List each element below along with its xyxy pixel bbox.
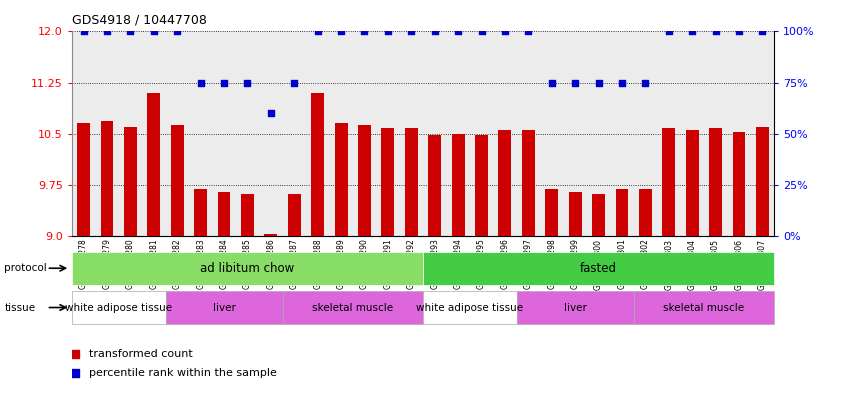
Text: fasted: fasted	[580, 262, 617, 275]
Bar	[195, 189, 207, 236]
Bar	[452, 134, 464, 236]
Point	[288, 79, 301, 86]
Bar	[288, 194, 300, 236]
Text: transformed count: transformed count	[90, 349, 193, 360]
Point	[475, 28, 488, 35]
Bar	[77, 123, 90, 236]
Point	[217, 79, 231, 86]
Bar	[639, 189, 651, 236]
Bar	[475, 135, 488, 236]
Bar	[522, 130, 535, 236]
Bar	[592, 194, 605, 236]
Text: white adipose tissue: white adipose tissue	[65, 303, 173, 312]
Text: liver: liver	[563, 303, 586, 312]
Bar	[241, 194, 254, 236]
Text: protocol: protocol	[4, 263, 47, 273]
Point	[662, 28, 675, 35]
Text: percentile rank within the sample: percentile rank within the sample	[90, 368, 277, 378]
Point	[591, 79, 605, 86]
Bar	[756, 127, 769, 236]
Point	[194, 79, 207, 86]
Point	[170, 28, 184, 35]
Bar	[217, 191, 230, 236]
Point	[240, 79, 254, 86]
Text: skeletal muscle: skeletal muscle	[663, 303, 744, 312]
Bar	[616, 189, 629, 236]
Bar	[283, 291, 423, 324]
Bar	[124, 127, 137, 236]
Text: white adipose tissue: white adipose tissue	[416, 303, 524, 312]
Bar	[311, 93, 324, 236]
Bar	[662, 128, 675, 236]
Text: tissue: tissue	[4, 303, 36, 312]
Point	[311, 28, 325, 35]
Bar	[335, 123, 348, 236]
Bar	[423, 252, 774, 285]
Point	[639, 79, 652, 86]
Point	[498, 28, 512, 35]
Point	[545, 79, 558, 86]
Bar	[147, 93, 160, 236]
Bar	[686, 130, 699, 236]
Bar	[634, 291, 774, 324]
Bar	[171, 125, 184, 236]
Point	[428, 28, 442, 35]
Point	[569, 79, 582, 86]
Point	[709, 28, 722, 35]
Point	[733, 28, 746, 35]
Point	[521, 28, 536, 35]
Point	[685, 28, 699, 35]
Text: GDS4918 / 10447708: GDS4918 / 10447708	[72, 14, 206, 27]
Bar	[428, 135, 441, 236]
Point	[358, 28, 371, 35]
Text: liver: liver	[212, 303, 235, 312]
Point	[264, 110, 277, 116]
Bar	[405, 128, 418, 236]
Point	[755, 28, 769, 35]
Bar	[517, 291, 634, 324]
Bar	[358, 125, 371, 236]
Bar	[709, 128, 722, 236]
Point	[381, 28, 394, 35]
Text: ad libitum chow: ad libitum chow	[201, 262, 294, 275]
Point	[452, 28, 465, 35]
Point	[124, 28, 137, 35]
Point	[100, 28, 113, 35]
Bar	[166, 291, 283, 324]
Bar	[101, 121, 113, 236]
Bar	[423, 291, 517, 324]
Bar	[265, 235, 277, 236]
Point	[77, 28, 91, 35]
Point	[147, 28, 161, 35]
Bar	[72, 252, 423, 285]
Point	[334, 28, 348, 35]
Bar	[546, 189, 558, 236]
Bar	[569, 191, 581, 236]
Point	[404, 28, 418, 35]
Bar	[733, 132, 745, 236]
Bar	[498, 130, 511, 236]
Point	[615, 79, 629, 86]
Bar	[72, 291, 166, 324]
Bar	[382, 128, 394, 236]
Text: skeletal muscle: skeletal muscle	[312, 303, 393, 312]
